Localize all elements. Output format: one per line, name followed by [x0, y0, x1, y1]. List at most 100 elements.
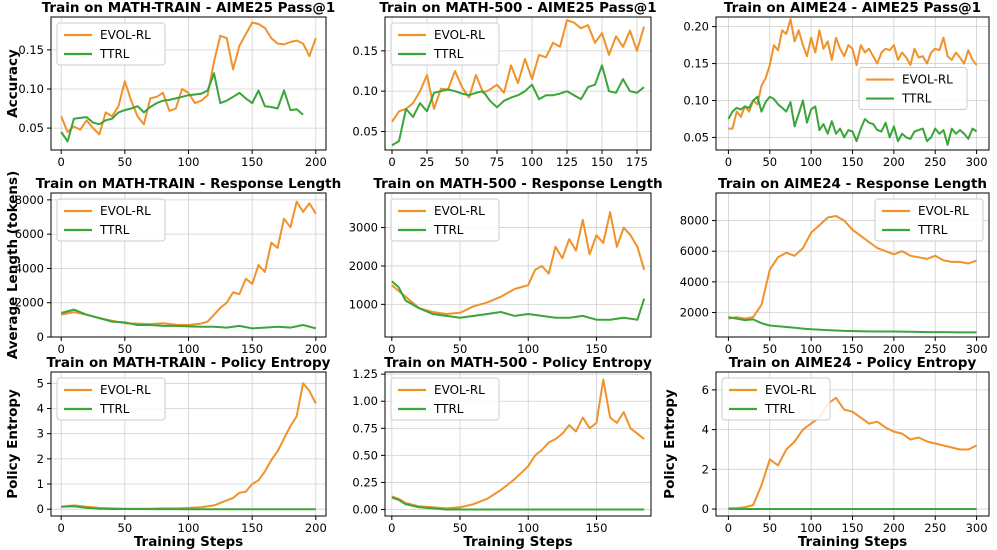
y-tick-label: 0.10 — [18, 82, 44, 96]
x-tick-label: 100 — [178, 155, 200, 169]
x-tick-label: 300 — [966, 342, 988, 356]
x-tick-label: 50 — [118, 521, 133, 535]
x-tick-label: 100 — [517, 521, 539, 535]
legend: EVOL-RL TTRL — [56, 377, 166, 421]
y-tick-label: 0.05 — [352, 124, 378, 138]
y-tick-label: 8000 — [680, 214, 709, 228]
evol-legend-label: EVOL-RL — [100, 383, 151, 397]
evol-legend-label: EVOL-RL — [100, 204, 151, 218]
y-tick-label: 4 — [37, 402, 44, 416]
x-tick-label: 200 — [883, 155, 905, 169]
y-tick-label: 5 — [37, 376, 44, 390]
chart-title: Train on AIME24 - Response Length — [718, 176, 987, 192]
y-tick-label: 1000 — [349, 297, 378, 311]
evol-legend-label: EVOL-RL — [434, 383, 485, 397]
plot-frame — [384, 371, 652, 517]
ttrl-legend-label: TTRL — [99, 223, 130, 237]
ttrl-series-line — [391, 64, 645, 147]
chart-title: Train on MATH-500 - Policy Entropy — [384, 355, 652, 371]
x-tick-label: 0 — [725, 521, 732, 535]
chart-title: Train on AIME24 - Policy Entropy — [729, 355, 977, 371]
y-tick-label: 0.10 — [352, 84, 378, 98]
x-tick-label: 0 — [388, 342, 395, 356]
ttrl-series-line — [61, 505, 316, 511]
chart-title: Train on MATH-TRAIN - Response Length — [36, 176, 341, 192]
plot-frame — [384, 16, 652, 151]
y-tick-label: 2000 — [349, 259, 378, 273]
plot-frame — [384, 192, 652, 338]
y-tick-label: 0.15 — [683, 57, 709, 71]
x-tick-label: 50 — [453, 342, 468, 356]
y-tick-label: 4000 — [680, 275, 709, 289]
x-tick-label: 150 — [842, 342, 864, 356]
chart-panel-1: 0 50 100 150 200 0.05 0.10 0.15 Train on MATH-TR… — [5, 0, 335, 169]
y-tick-label: 0.20 — [683, 20, 709, 34]
x-tick-label: 150 — [585, 342, 607, 356]
x-tick-label: 200 — [305, 155, 327, 169]
x-tick-label: 50 — [455, 155, 470, 169]
x-tick-label: 75 — [490, 155, 505, 169]
ttrl-series-line — [727, 95, 978, 146]
ttrl-series-line — [60, 308, 317, 330]
ttrl-series-line — [728, 316, 977, 334]
y-tick-label: 0.10 — [683, 93, 709, 107]
legend: EVOL-RL TTRL — [721, 377, 831, 421]
y-tick-label: 0 — [702, 502, 709, 516]
evol-series-line — [391, 211, 646, 315]
y-tick-label: 0.75 — [352, 421, 378, 435]
evol-legend-label: EVOL-RL — [434, 28, 485, 42]
x-tick-label: 125 — [556, 155, 578, 169]
ttrl-legend-label: TTRL — [433, 47, 464, 61]
x-tick-label: 0 — [388, 521, 395, 535]
chart-panel-6: 0 50 100 150 200 250 300 2000 4000 6000 8000 Train … — [680, 176, 990, 356]
x-axis-label: Training Steps — [134, 534, 243, 550]
y-tick-label: 4000 — [15, 261, 44, 275]
y-tick-label: 0.15 — [352, 44, 378, 58]
evol-series-line — [728, 18, 978, 130]
evol-series-line — [728, 396, 978, 510]
y-tick-label: 3 — [37, 427, 44, 441]
x-tick-label: 150 — [585, 521, 607, 535]
x-tick-label: 0 — [725, 342, 732, 356]
x-tick-label: 100 — [800, 155, 822, 169]
y-tick-label: 0.15 — [18, 43, 44, 57]
x-tick-label: 200 — [883, 521, 905, 535]
y-tick-label: 0.50 — [352, 448, 378, 462]
ttrl-legend-label: TTRL — [764, 402, 795, 416]
x-tick-label: 150 — [241, 342, 263, 356]
y-tick-label: 3000 — [349, 221, 378, 235]
x-tick-label: 0 — [725, 155, 732, 169]
x-tick-label: 200 — [305, 521, 327, 535]
x-tick-label: 250 — [924, 342, 946, 356]
y-axis-label: Accuracy — [5, 49, 21, 118]
ttrl-legend-label: TTRL — [99, 402, 130, 416]
x-tick-label: 150 — [842, 155, 864, 169]
x-tick-label: 150 — [241, 155, 263, 169]
y-tick-label: 4 — [702, 423, 709, 437]
x-tick-label: 150 — [241, 521, 263, 535]
ttrl-legend-label: TTRL — [433, 402, 464, 416]
ttrl-series-line — [391, 280, 646, 321]
x-tick-label: 200 — [883, 342, 905, 356]
grid — [716, 17, 989, 150]
y-tick-label: 2000 — [15, 296, 44, 310]
y-tick-label: 1.00 — [352, 394, 378, 408]
evol-legend-label: EVOL-RL — [902, 73, 953, 87]
y-axis-label: Average Length (tokens) — [5, 171, 21, 360]
chart-panel-9: 0 50 100 150 200 250 300 0 2 4 6 Train on AIME24 - … — [662, 355, 990, 550]
y-tick-label: 0.25 — [352, 475, 378, 489]
chart-title: Train on MATH-500 - Response Length — [373, 176, 662, 192]
x-tick-label: 0 — [58, 155, 65, 169]
x-axis-label: Training Steps — [463, 534, 572, 550]
x-tick-label: 0 — [58, 521, 65, 535]
y-tick-label: 1 — [37, 477, 44, 491]
x-tick-label: 300 — [966, 155, 988, 169]
y-tick-label: 6 — [702, 383, 709, 397]
y-tick-label: 0.05 — [683, 130, 709, 144]
legend: EVOL-RL TTRL — [390, 198, 500, 242]
y-tick-label: 6000 — [15, 227, 44, 241]
evol-legend-label: EVOL-RL — [765, 383, 816, 397]
